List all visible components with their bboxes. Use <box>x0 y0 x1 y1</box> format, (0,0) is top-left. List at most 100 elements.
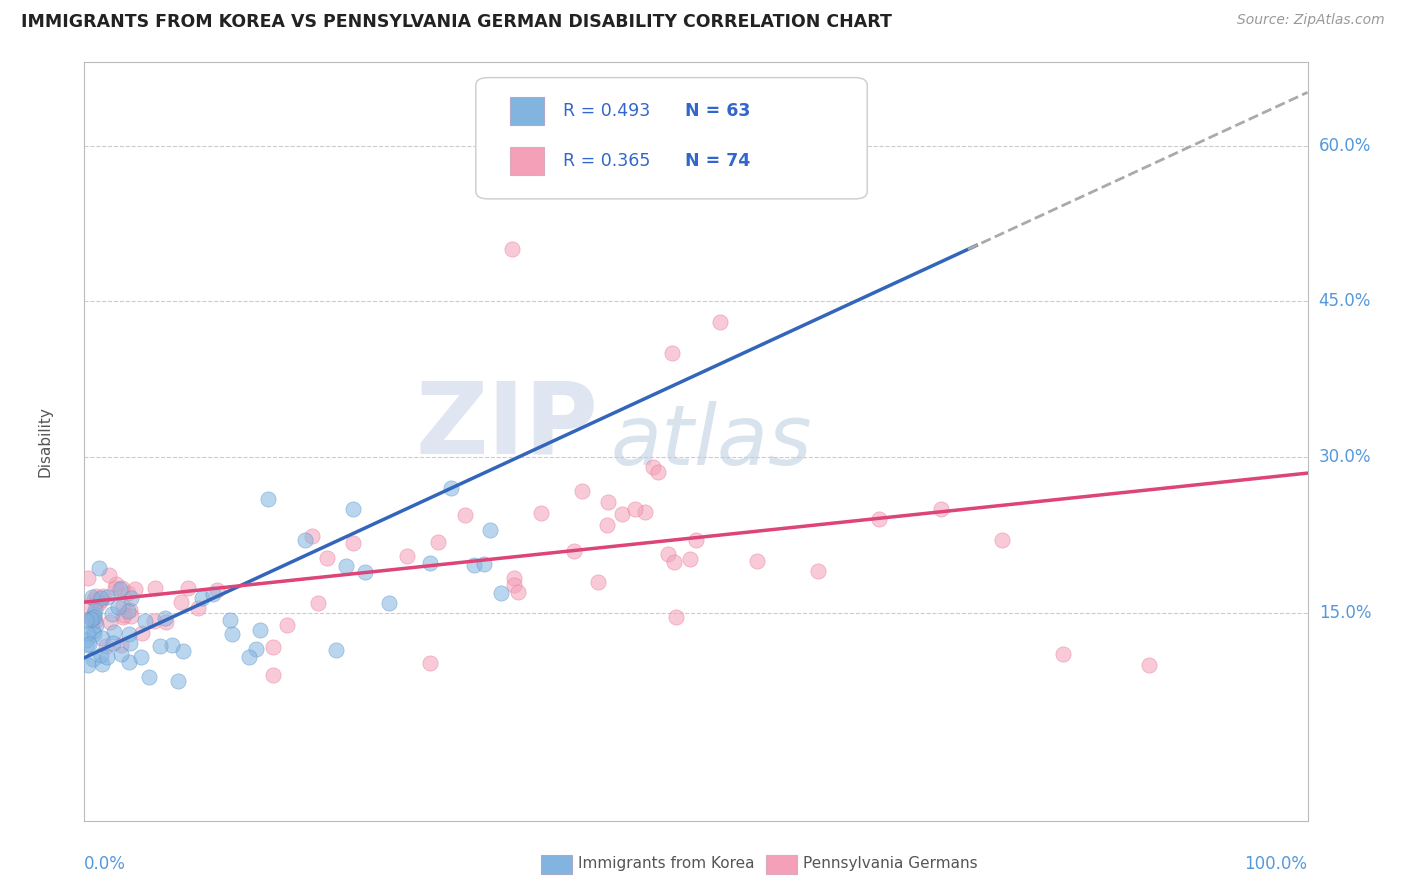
Point <box>110 638 132 652</box>
Point <box>155 615 177 630</box>
Point <box>120 636 142 650</box>
Point <box>112 599 135 614</box>
Point <box>149 640 172 654</box>
Point <box>82 652 104 666</box>
Point <box>325 642 347 657</box>
Text: Source: ZipAtlas.com: Source: ZipAtlas.com <box>1237 13 1385 28</box>
Point <box>257 491 280 506</box>
Point <box>354 565 377 579</box>
Point <box>641 459 664 474</box>
Point <box>262 668 284 682</box>
Point <box>76 626 98 640</box>
Point <box>167 673 190 688</box>
Point <box>82 610 104 624</box>
Point <box>685 533 707 548</box>
Point <box>117 604 139 618</box>
Point <box>187 601 209 615</box>
Text: 60.0%: 60.0% <box>1319 136 1371 154</box>
Point <box>112 608 135 623</box>
Point <box>90 593 112 607</box>
Point <box>770 138 793 153</box>
Point <box>1052 648 1074 662</box>
Point <box>103 624 125 639</box>
Point <box>80 612 103 626</box>
Point <box>991 533 1014 548</box>
Point <box>101 636 124 650</box>
Point <box>129 649 152 664</box>
Point <box>747 554 769 568</box>
Point <box>155 610 177 624</box>
Point <box>94 639 117 653</box>
Text: 30.0%: 30.0% <box>1319 448 1371 467</box>
Point <box>502 571 524 585</box>
Point <box>245 641 267 656</box>
Point <box>869 512 891 526</box>
Point <box>440 481 463 495</box>
FancyBboxPatch shape <box>510 97 544 125</box>
Point <box>454 508 477 523</box>
Point <box>586 574 609 589</box>
Point <box>929 502 952 516</box>
Point <box>169 595 191 609</box>
Point <box>111 610 134 624</box>
Point <box>110 647 132 661</box>
Point <box>117 586 139 600</box>
Point <box>238 650 260 665</box>
Point <box>342 535 364 549</box>
Point <box>120 591 142 605</box>
Point <box>657 547 679 561</box>
Point <box>662 555 685 569</box>
Text: N = 63: N = 63 <box>685 102 751 120</box>
Point <box>502 243 524 257</box>
Point <box>377 596 399 610</box>
Point <box>83 614 105 628</box>
Point <box>111 582 134 596</box>
Point <box>82 624 104 638</box>
Text: Immigrants from Korea: Immigrants from Korea <box>578 856 755 871</box>
Point <box>472 558 495 572</box>
Point <box>571 483 593 498</box>
Point <box>76 638 98 652</box>
Point <box>1137 657 1160 672</box>
Point <box>90 648 112 662</box>
Point <box>307 596 329 610</box>
Text: R = 0.493: R = 0.493 <box>562 102 650 120</box>
Point <box>76 658 98 673</box>
Point <box>202 587 225 601</box>
Point <box>634 505 657 519</box>
Point <box>491 585 513 599</box>
Point <box>529 507 551 521</box>
Point <box>596 495 619 509</box>
Point <box>396 549 419 564</box>
Point <box>218 613 240 627</box>
Point <box>75 633 97 648</box>
Point <box>108 582 131 597</box>
Point <box>205 582 228 597</box>
Point <box>301 529 323 543</box>
Point <box>83 610 105 624</box>
Point <box>831 118 853 132</box>
Text: 100.0%: 100.0% <box>1244 855 1308 873</box>
Point <box>479 524 502 538</box>
Point <box>612 507 634 521</box>
Point <box>98 568 121 582</box>
Point <box>665 610 688 624</box>
Point <box>87 560 110 574</box>
Point <box>83 627 105 641</box>
Point <box>262 640 284 655</box>
Point <box>101 607 124 621</box>
FancyBboxPatch shape <box>475 78 868 199</box>
Point <box>221 627 243 641</box>
Point <box>342 502 364 516</box>
Point <box>661 346 683 360</box>
Point <box>90 591 112 605</box>
Point <box>118 626 141 640</box>
Text: 15.0%: 15.0% <box>1319 604 1371 622</box>
Text: atlas: atlas <box>610 401 813 482</box>
Point <box>91 631 114 645</box>
Point <box>249 623 271 637</box>
Text: R = 0.365: R = 0.365 <box>562 152 650 169</box>
Point <box>562 543 585 558</box>
Point <box>75 613 97 627</box>
Point <box>647 465 669 479</box>
